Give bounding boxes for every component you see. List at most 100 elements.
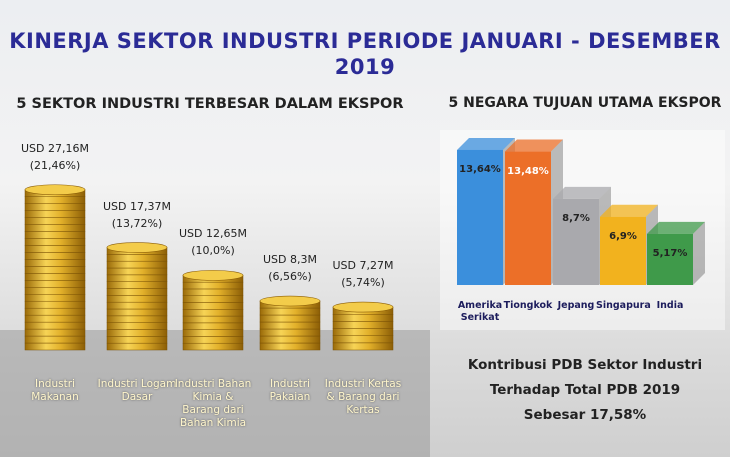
coin xyxy=(259,307,321,316)
coin xyxy=(24,314,86,323)
value-label: 6,9% xyxy=(609,230,637,242)
coin xyxy=(106,274,168,282)
bar-top xyxy=(600,204,658,217)
coin xyxy=(24,300,86,309)
coin-stack xyxy=(259,295,321,351)
coin xyxy=(106,281,168,289)
coin xyxy=(24,196,86,204)
coin-top xyxy=(259,295,321,307)
backdrop xyxy=(0,330,430,457)
coin xyxy=(332,335,394,344)
coin xyxy=(106,336,168,344)
coin xyxy=(24,245,86,253)
bar-front xyxy=(457,149,503,285)
coin-top xyxy=(24,184,86,196)
coin xyxy=(106,342,168,351)
share-label: (21,46%) xyxy=(29,158,81,172)
coin xyxy=(106,301,168,310)
category-label: Industri Bahan Kimia & Barang dari Bahan… xyxy=(174,378,252,430)
coin xyxy=(24,203,86,211)
value-label: 8,7% xyxy=(562,212,590,224)
category-label: Industri Makanan xyxy=(31,378,79,404)
coin xyxy=(259,314,321,323)
bar xyxy=(647,221,705,285)
value-label: USD 12,65M xyxy=(179,227,247,241)
coin xyxy=(182,315,244,324)
coin xyxy=(182,329,244,337)
coin xyxy=(332,314,394,322)
value-label: 13,64% xyxy=(459,163,501,175)
footnote: Kontribusi PDB Sektor Industri xyxy=(467,357,703,373)
category-label: Industri Logam Dasar xyxy=(97,378,177,404)
coin xyxy=(24,342,86,351)
value-label: USD 8,3M xyxy=(263,253,317,267)
coin-top xyxy=(106,242,168,253)
coin xyxy=(24,287,86,295)
coin-stack xyxy=(24,184,86,351)
bar-front xyxy=(505,151,551,285)
coin xyxy=(259,342,321,351)
coin xyxy=(24,224,86,232)
coin xyxy=(24,259,86,267)
coin xyxy=(106,329,168,337)
coin xyxy=(24,273,86,281)
value-label: USD 7,27M xyxy=(332,259,394,273)
bar xyxy=(505,139,563,285)
coin xyxy=(332,328,394,336)
coin xyxy=(24,307,86,316)
category-label: Industri Pakaian xyxy=(269,378,311,404)
coin xyxy=(24,217,86,225)
value-label: 13,48% xyxy=(507,165,549,177)
coin xyxy=(106,322,168,330)
share-label: (13,72%) xyxy=(111,216,163,230)
coin xyxy=(24,328,86,337)
bar-top xyxy=(457,137,515,150)
coin xyxy=(182,342,244,351)
coin-top xyxy=(182,270,244,281)
coin xyxy=(182,302,244,310)
page-title: KINERJA SEKTOR INDUSTRI PERIODE JANUARI … xyxy=(9,29,721,80)
share-label: (5,74%) xyxy=(341,276,385,290)
coin xyxy=(24,266,86,274)
coin xyxy=(332,321,394,329)
coin xyxy=(106,260,168,269)
coin-stack xyxy=(332,301,394,351)
coin xyxy=(106,288,168,296)
coin-stack xyxy=(106,242,168,351)
coin xyxy=(332,342,394,351)
share-label: (10,0%) xyxy=(191,244,235,258)
bar-top xyxy=(553,186,611,199)
footnote: Terhadap Total PDB 2019 xyxy=(489,382,681,398)
coin xyxy=(259,328,321,337)
category-label: Jepang xyxy=(557,300,595,311)
bar-front xyxy=(600,216,646,285)
category-label: Tiongkok xyxy=(503,300,553,311)
category-label: Industri Kertas & Barang dari Kertas xyxy=(324,378,402,417)
bar-top xyxy=(505,139,563,152)
coin xyxy=(182,288,244,296)
value-label: USD 17,37M xyxy=(103,199,171,213)
coin xyxy=(24,280,86,288)
coin-top xyxy=(332,301,394,313)
coin xyxy=(182,295,244,303)
coin xyxy=(106,308,168,317)
coin xyxy=(182,281,244,290)
coin xyxy=(24,252,86,260)
bar-front xyxy=(553,198,599,285)
value-label: 5,17% xyxy=(652,247,688,259)
share-label: (6,56%) xyxy=(268,270,312,284)
category-label: Singapura xyxy=(596,300,651,311)
value-label: USD 27,16M xyxy=(21,141,89,155)
coin xyxy=(106,267,168,276)
coin xyxy=(259,321,321,330)
coin xyxy=(182,336,244,344)
coin-stack xyxy=(182,270,244,351)
coin xyxy=(259,335,321,344)
coin xyxy=(106,254,168,262)
coin xyxy=(24,321,86,330)
bar-front xyxy=(647,233,693,285)
coin xyxy=(182,309,244,317)
coin xyxy=(106,295,168,303)
coin xyxy=(106,315,168,323)
